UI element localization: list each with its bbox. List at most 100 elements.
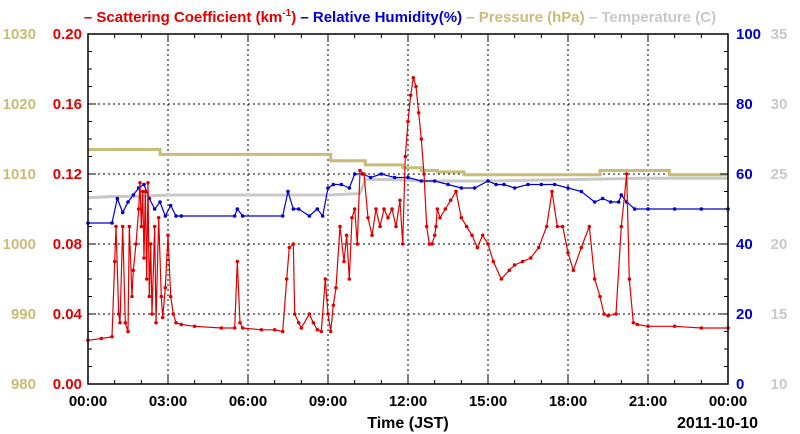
data-point [424,224,429,229]
data-point [408,93,413,98]
data-point [138,180,142,185]
humidity-tick-label: 100 [736,26,761,43]
legend-dash: – [84,9,97,26]
data-point [390,207,394,211]
series-line [88,148,728,177]
data-point [328,329,333,334]
data-point [566,186,570,190]
data-point [464,224,469,229]
data-point [120,210,125,215]
series-pressure [88,148,728,177]
legend-entry: Scattering Coefficient (km [96,9,282,26]
data-point [259,327,264,332]
data-point [491,259,496,264]
data-point [406,175,410,180]
data-point [240,214,245,218]
grid [88,34,728,384]
temperature-tick-label: 35 [771,26,788,43]
data-point [646,324,650,329]
legend-tail: ) [291,9,296,26]
temperature-tick-label: 15 [771,306,788,323]
data-point [419,137,424,141]
data-point [240,326,245,330]
pressure-tick-label: 1000 [3,236,36,253]
data-point [472,186,477,190]
data-point [502,182,506,187]
temperature-tick-label: 25 [771,166,788,183]
data-point [362,172,366,176]
data-point [379,172,384,176]
data-point [435,207,440,211]
data-point [123,320,128,325]
data-point [168,203,173,208]
legend: – Scattering Coefficient (km-1) – Relati… [84,8,716,26]
data-point [163,285,168,290]
data-point [398,198,402,203]
data-point [115,196,120,201]
data-point [326,312,330,316]
data-point [219,326,224,330]
temperature-tick-label: 10 [771,376,788,393]
data-point [432,179,437,183]
temperature-tick-label: 20 [771,236,788,253]
data-point [646,207,650,211]
pressure-tick-label: 1030 [3,26,36,43]
data-point [355,242,360,246]
data-point [152,224,157,229]
data-point [526,182,530,187]
data-point [499,277,504,281]
data-point [552,182,557,187]
data-point [320,214,325,218]
legend-dash: – [296,9,313,26]
data-point [140,189,145,194]
data-point [286,189,290,194]
series-layer [86,75,730,343]
x-tick-label: 06:00 [229,393,267,410]
date-label: 2011-10-10 [677,415,758,432]
data-point [579,189,584,194]
data-point [459,215,464,220]
series-line [87,77,728,341]
data-point [148,242,153,246]
scattering-tick-label: 0.00 [53,376,82,393]
data-point [126,200,130,204]
data-point [344,233,349,238]
data-point [632,207,637,211]
data-point [560,224,565,229]
data-point [507,268,512,273]
scattering-tick-label: 0.04 [53,306,83,323]
data-point [438,215,442,220]
data-point [131,268,136,273]
data-point [406,119,410,124]
data-point [159,294,164,299]
data-point [232,326,237,330]
data-point [315,207,320,211]
humidity-tick-label: 0 [736,376,744,393]
data-point [366,215,370,220]
data-point [631,320,636,325]
data-point [334,285,338,290]
data-point [174,320,178,325]
data-point [528,256,533,260]
series-relative-humidity [86,172,730,225]
data-point [143,189,148,194]
data-point [480,233,485,238]
scattering-tick-label: 0.12 [53,166,82,183]
data-point [152,207,157,211]
data-point [448,198,453,203]
data-point [291,207,296,211]
scattering-tick-label: 0.20 [53,26,82,43]
data-point [238,320,242,325]
x-axis-label: Time (JST) [367,415,449,432]
axes: 98099010001010102010300.000.040.080.120.… [3,26,788,410]
data-point [374,207,378,211]
data-point [592,277,597,281]
data-point [136,207,141,211]
data-point [326,186,330,190]
data-point [331,182,336,187]
data-point [434,224,438,229]
data-point [403,154,408,159]
data-point [287,245,292,250]
series-temperature [87,176,728,200]
